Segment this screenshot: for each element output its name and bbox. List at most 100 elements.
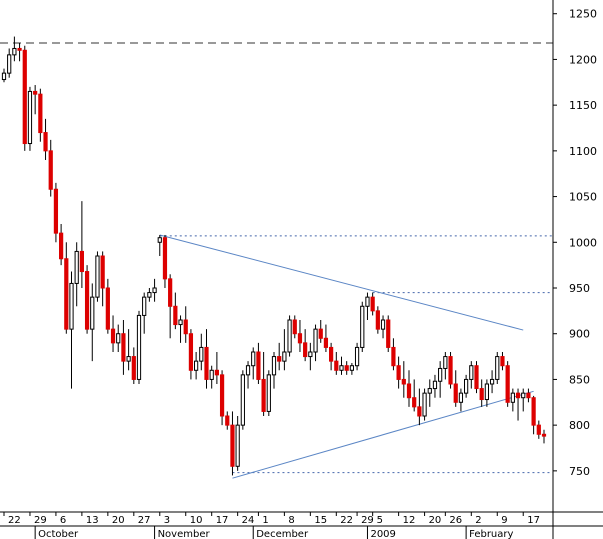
y-tick-label: 900 <box>569 328 590 341</box>
candle-body <box>162 237 168 280</box>
trend-lines <box>159 234 534 479</box>
candle-body <box>448 356 453 385</box>
day-tick-label: 29 <box>361 515 374 526</box>
day-tick-label: 29 <box>34 515 47 526</box>
candle-body <box>48 150 53 190</box>
guide-lines <box>0 42 553 474</box>
candle-body <box>173 305 178 326</box>
day-tick-label: 17 <box>527 515 540 526</box>
candle-body <box>27 90 33 145</box>
candle-body <box>521 392 526 399</box>
y-tick-label: 1050 <box>569 191 597 204</box>
candle-body <box>354 346 360 367</box>
candle-body <box>334 360 339 371</box>
y-tick-label: 750 <box>569 465 590 478</box>
day-tick-label: 13 <box>86 515 99 526</box>
candle-body <box>188 333 194 371</box>
candle-body <box>479 388 484 401</box>
candle-body <box>251 351 256 367</box>
month-tick-label: October <box>38 529 79 539</box>
candle-body <box>131 356 136 380</box>
candle-body <box>12 47 17 56</box>
day-tick-label: 10 <box>190 515 203 526</box>
candle-body <box>375 310 380 330</box>
candle-body <box>235 424 240 467</box>
candle-body <box>84 271 90 330</box>
candle-body <box>152 287 157 294</box>
day-tick-label: 20 <box>112 515 125 526</box>
candle-body <box>339 365 344 371</box>
month-tick-label: November <box>158 529 211 539</box>
candle-body <box>438 367 443 382</box>
day-tick-label: 26 <box>449 515 462 526</box>
y-tick-label: 1150 <box>569 99 597 112</box>
candle-body <box>303 342 308 358</box>
y-tick-label: 950 <box>569 282 590 295</box>
candle-body <box>391 346 396 367</box>
y-axis: 750 800 850 900 950 1000 1050 1100 1150 1200 1250 <box>552 0 597 539</box>
y-tick-label: 1000 <box>569 236 597 249</box>
candle-body <box>100 255 105 289</box>
candle-body <box>469 365 474 380</box>
candle-body <box>500 356 505 367</box>
candle-body <box>474 365 479 390</box>
day-tick-label: 6 <box>60 515 66 526</box>
candle-body <box>505 365 510 403</box>
candle-body <box>90 296 95 330</box>
candle-body <box>168 278 173 307</box>
price-candles <box>1 36 547 476</box>
candle-body <box>7 54 12 74</box>
candle-body <box>219 374 225 417</box>
candle-body <box>396 365 401 380</box>
candle-body <box>214 369 219 376</box>
day-tick-label: 20 <box>429 515 442 526</box>
candle-body <box>261 378 266 412</box>
candle-body <box>110 328 116 344</box>
candle-body <box>183 319 188 335</box>
candle-body <box>484 383 489 401</box>
day-tick-label: 5 <box>377 515 383 526</box>
candle-body <box>116 333 121 344</box>
candle-body <box>406 383 412 399</box>
candle-body <box>349 365 354 371</box>
candle-body <box>515 392 521 399</box>
candle-body <box>209 369 214 380</box>
day-tick-label: 15 <box>314 515 327 526</box>
candle-body <box>417 406 422 417</box>
candle-body <box>380 319 386 330</box>
candle-body <box>401 378 406 385</box>
candle-body <box>69 282 74 330</box>
candle-body <box>225 415 230 426</box>
day-tick-label: 2 <box>475 515 481 526</box>
candle-body <box>245 365 251 376</box>
candle-body <box>33 90 38 95</box>
candle-body <box>308 351 313 358</box>
day-tick-label: 22 <box>340 515 353 526</box>
candle-body <box>199 346 204 362</box>
candle-body <box>53 188 59 234</box>
day-tick-label: 27 <box>138 515 151 526</box>
candle-body <box>271 356 277 376</box>
candle-body <box>412 397 417 408</box>
candle-body <box>230 424 235 467</box>
day-tick-label: 22 <box>8 515 21 526</box>
candle-body <box>38 93 43 134</box>
candle-body <box>64 258 69 330</box>
candle-body <box>136 314 142 380</box>
candle-body <box>1 72 7 81</box>
candle-body <box>287 319 292 353</box>
y-tick-label: 1100 <box>569 145 597 158</box>
candle-body <box>105 287 110 330</box>
month-tick-label: December <box>256 529 309 539</box>
trend-line-0 <box>159 234 524 331</box>
candle-body <box>427 388 432 394</box>
candle-body <box>329 346 334 362</box>
day-tick-label: 17 <box>216 515 229 526</box>
candle-body <box>277 356 282 362</box>
candle-body <box>142 296 147 316</box>
candle-body <box>297 333 303 344</box>
candle-body <box>386 319 391 348</box>
day-tick-label: 24 <box>242 515 255 526</box>
candle-body <box>282 351 287 362</box>
y-tick-label: 1200 <box>569 53 597 66</box>
